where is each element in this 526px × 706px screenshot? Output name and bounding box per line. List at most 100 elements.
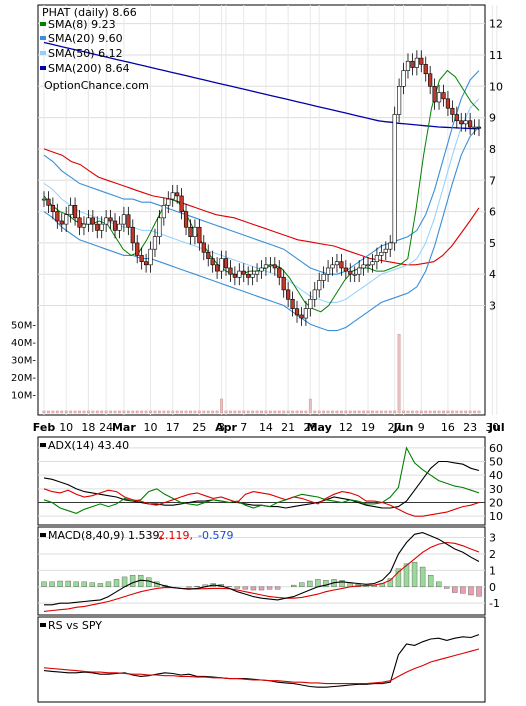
macd-histogram-bar bbox=[266, 586, 273, 590]
volume-bar bbox=[197, 410, 201, 414]
macd-signal-value: 2.119, bbox=[158, 529, 193, 542]
candle-body bbox=[476, 126, 482, 129]
candle-body bbox=[339, 261, 344, 269]
price-ytick-label: 12 bbox=[489, 18, 503, 31]
candle-body bbox=[383, 248, 388, 253]
candle-body bbox=[259, 267, 264, 272]
macd-histogram-bar bbox=[57, 580, 63, 587]
x-tick-label: 25 bbox=[192, 421, 206, 434]
candle-body bbox=[263, 264, 269, 269]
volume-bar bbox=[91, 410, 95, 414]
candle-body bbox=[445, 98, 451, 109]
candle-body bbox=[428, 73, 433, 87]
price-ytick-label: 9 bbox=[489, 112, 496, 125]
legend-swatch-sma200 bbox=[40, 66, 46, 70]
volume-bar bbox=[184, 410, 188, 414]
volume-bar bbox=[224, 410, 228, 414]
volume-bar bbox=[317, 410, 321, 414]
macd-histogram-bar bbox=[395, 568, 402, 587]
adx-ytick-label: 50 bbox=[489, 456, 503, 469]
candle-body bbox=[388, 242, 393, 250]
volume-bar bbox=[260, 410, 263, 414]
bollinger-upper-line bbox=[43, 70, 480, 275]
candle-body bbox=[192, 226, 198, 237]
volume-bar bbox=[335, 410, 339, 414]
macd-histogram-bar bbox=[436, 581, 442, 587]
candle-body bbox=[143, 261, 149, 266]
x-tick-label: 3 bbox=[218, 421, 225, 434]
price-ytick-label: 8 bbox=[489, 143, 496, 156]
volume-bar bbox=[47, 410, 50, 414]
x-tick-label: May bbox=[307, 421, 332, 434]
volume-bar bbox=[104, 410, 108, 414]
candle-body bbox=[130, 226, 135, 244]
candle-body bbox=[77, 217, 82, 228]
candle-body bbox=[450, 107, 455, 115]
volume-bar bbox=[233, 410, 237, 414]
candle-body bbox=[436, 92, 442, 103]
candle-body bbox=[463, 120, 468, 125]
volume-bar bbox=[229, 410, 232, 414]
macd-histogram-bar bbox=[299, 582, 305, 587]
volume-bar bbox=[464, 410, 468, 414]
candle-body bbox=[64, 214, 69, 225]
volume-bar bbox=[419, 410, 423, 414]
x-tick-label: 10 bbox=[144, 421, 158, 434]
volume-bar bbox=[295, 410, 299, 414]
macd-histogram-bar bbox=[476, 586, 482, 597]
candle-body bbox=[166, 198, 171, 206]
candle-body bbox=[135, 242, 140, 256]
candle-body bbox=[108, 217, 113, 222]
volume-bar bbox=[450, 410, 454, 414]
rs-series-line bbox=[43, 648, 480, 685]
macd-histogram-bar bbox=[274, 586, 281, 590]
macd-histogram-bar bbox=[97, 583, 104, 587]
candle-body bbox=[183, 211, 189, 228]
adx-series-line bbox=[43, 446, 480, 514]
legend-sma200: SMA(200) 8.64 bbox=[48, 62, 130, 75]
volume-bar bbox=[446, 410, 450, 414]
volume-bar bbox=[73, 410, 77, 414]
x-tick-label: Jun bbox=[393, 421, 414, 434]
rs-title: RS vs SPY bbox=[48, 619, 102, 632]
volume-bar bbox=[251, 410, 255, 414]
candle-body bbox=[268, 264, 273, 267]
candle-body bbox=[401, 70, 406, 87]
volume-bar bbox=[162, 410, 166, 414]
volume-bar bbox=[277, 410, 281, 414]
volume-tick-label: 20M- bbox=[11, 373, 36, 384]
macd-histogram-bar bbox=[41, 581, 47, 587]
volume-bar bbox=[153, 410, 157, 414]
volume-bar bbox=[118, 410, 121, 414]
candle-body bbox=[281, 277, 286, 291]
price-ytick-label: 11 bbox=[489, 49, 503, 62]
candle-body bbox=[277, 267, 282, 278]
macd-histogram-bar bbox=[89, 582, 96, 587]
macd-histogram-bar bbox=[250, 586, 257, 591]
candle-body bbox=[361, 264, 366, 269]
legend-swatch-rs bbox=[40, 623, 46, 627]
adx-ytick-label: 40 bbox=[489, 469, 503, 482]
candle-body bbox=[459, 120, 464, 125]
price-ytick-label: 6 bbox=[489, 206, 496, 219]
volume-bar bbox=[304, 410, 308, 414]
volume-bar bbox=[144, 410, 148, 414]
volume-bar bbox=[424, 410, 428, 414]
candle-body bbox=[197, 226, 202, 244]
macd-histogram-bar bbox=[105, 581, 112, 587]
volume-bar bbox=[357, 410, 361, 414]
candle-body bbox=[365, 264, 371, 267]
candle-body bbox=[379, 252, 384, 256]
x-tick-label: 16 bbox=[441, 421, 455, 434]
volume-bar bbox=[215, 410, 219, 414]
candle-body bbox=[454, 114, 459, 122]
volume-bar bbox=[384, 410, 388, 414]
volume-bar bbox=[415, 410, 419, 414]
candle-body bbox=[410, 60, 415, 68]
x-tick-label: 23 bbox=[463, 421, 477, 434]
volume-bar bbox=[100, 410, 104, 414]
volume-bar bbox=[140, 410, 144, 414]
candle-body bbox=[294, 308, 300, 316]
volume-bar bbox=[459, 410, 463, 414]
volume-tick-label: 50M- bbox=[11, 321, 36, 332]
